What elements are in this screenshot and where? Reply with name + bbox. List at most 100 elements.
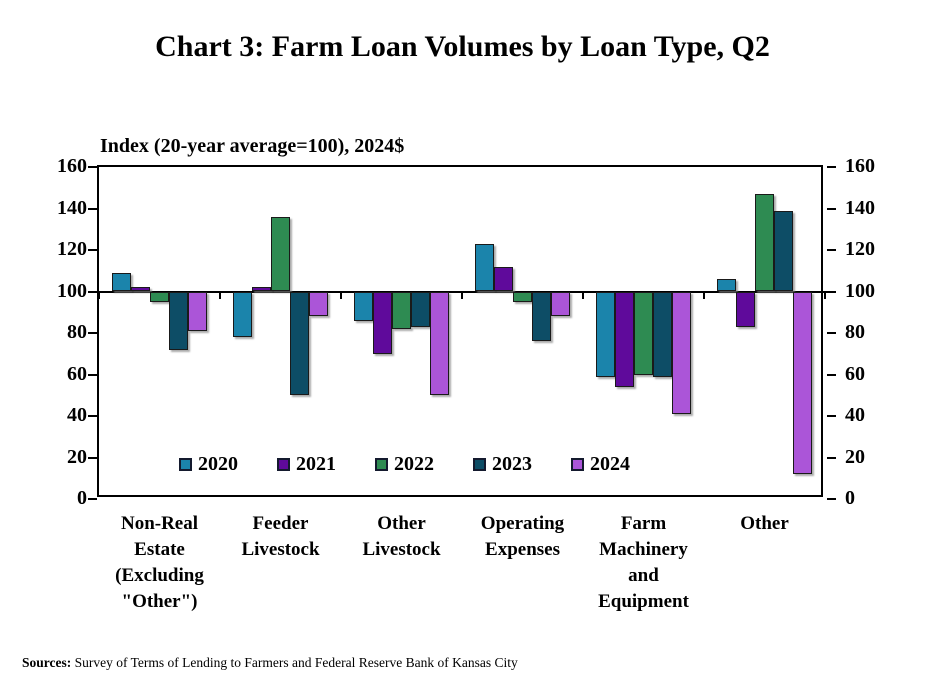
legend-label: 2022 [394, 453, 434, 475]
bar-2021-cat4 [614, 291, 634, 387]
bar-2023-cat2 [411, 291, 431, 327]
x-axis-category-label: Other [692, 511, 837, 537]
legend-label: 2021 [296, 453, 336, 475]
legend-swatch-2023 [473, 458, 486, 471]
legend-swatch-2022 [375, 458, 388, 471]
y-axis-tick-left [88, 249, 97, 251]
bar-2021-cat5 [735, 291, 755, 327]
y-axis-tick-right [827, 166, 836, 168]
y-axis-tick-label: 100 [845, 279, 875, 302]
bar-2024-cat4 [672, 291, 692, 414]
x-axis-category-label-line: Farm [620, 513, 667, 534]
y-axis-tick-right [827, 456, 836, 459]
y-axis-tick-label: 40 [845, 404, 865, 427]
category-axis-tick [219, 291, 221, 299]
bar-2020-cat0 [111, 272, 131, 292]
y-axis-tick-left [88, 415, 97, 417]
y-axis-tick-right [827, 373, 836, 376]
chart-title: Chart 3: Farm Loan Volumes by Loan Type,… [155, 30, 770, 63]
y-axis-tick-label: 160 [57, 155, 87, 178]
y-axis-tick-label: 80 [845, 321, 865, 344]
y-axis-tick-right [827, 498, 836, 500]
y-axis-tick-label: 100 [57, 279, 87, 302]
legend-label: 2020 [198, 453, 238, 475]
legend-label: 2024 [590, 453, 630, 475]
bar-2024-cat5 [793, 291, 813, 475]
y-axis-tick-label: 40 [67, 404, 87, 427]
y-axis-tick-label: 20 [845, 445, 865, 468]
sources-label: Sources: [22, 655, 72, 670]
bar-2024-cat2 [430, 291, 450, 396]
legend-item-2024: 2024 [571, 453, 630, 476]
bar-2021-cat2 [372, 291, 392, 354]
x-axis-category-label-line: Operating [480, 513, 565, 534]
y-axis-tick-label: 120 [57, 238, 87, 261]
y-axis-tick-left [88, 373, 97, 376]
x-axis-category-label-line: (Excluding [115, 565, 204, 586]
bar-2023-cat4 [653, 291, 673, 377]
bar-2023-cat5 [774, 210, 794, 292]
legend-item-2022: 2022 [375, 453, 434, 476]
y-axis-tick-label: 60 [845, 362, 865, 385]
bar-2024-cat0 [188, 291, 208, 331]
category-axis-tick [703, 291, 705, 299]
y-axis-tick-left [88, 207, 97, 210]
bar-2021-cat1 [251, 287, 271, 292]
bar-2022-cat5 [754, 193, 775, 292]
x-axis-category-label-line: and [628, 565, 659, 586]
legend-item-2023: 2023 [473, 453, 532, 476]
bar-2022-cat4 [633, 291, 654, 375]
y-axis-tick-label: 140 [845, 196, 875, 219]
y-axis-tick-label: 0 [845, 487, 855, 510]
x-axis-category-label-line: Other [740, 513, 789, 534]
y-axis-tick-left [88, 456, 97, 459]
bar-2020-cat1 [232, 291, 252, 338]
x-axis-category-label-line: Expenses [485, 539, 560, 560]
x-axis-category-label: Non-Real Estate (Excluding "Other") [87, 511, 232, 615]
y-axis-tick-label: 0 [77, 487, 87, 510]
y-axis-tick-right [827, 332, 836, 334]
category-axis-tick [824, 291, 826, 299]
bar-2022-cat2 [391, 291, 412, 329]
bar-2023-cat0 [169, 291, 189, 350]
y-axis-tick-right [827, 207, 836, 210]
legend-label: 2023 [492, 453, 532, 475]
bar-2020-cat3 [474, 243, 494, 292]
legend-swatch-2024 [571, 458, 584, 471]
legend: 2020 2021 2022 2023 2024 [179, 453, 630, 476]
y-axis-tick-left [88, 332, 97, 334]
x-axis-category-label-line: Estate [134, 539, 185, 560]
sources-text: Survey of Terms of Lending to Farmers an… [71, 655, 518, 670]
x-axis-category-label: Operating Expenses [450, 511, 595, 563]
legend-item-2020: 2020 [179, 453, 238, 476]
y-axis-tick-label: 60 [67, 362, 87, 385]
x-axis-category-label: Other Livestock [329, 511, 474, 563]
bar-2024-cat3 [551, 291, 571, 317]
x-axis-category-label-line: Equipment [598, 591, 689, 612]
x-axis-category-label: Feeder Livestock [208, 511, 353, 563]
x-axis-category-label-line: Machinery [599, 539, 688, 560]
bar-2023-cat1 [290, 291, 310, 396]
y-axis-title: Index (20-year average=100), 2024$ [100, 135, 405, 157]
bar-2024-cat1 [309, 291, 329, 317]
plot-area: 2020 2021 2022 2023 2024 0 0 20 20 40 40 60 60 80 80 1… [57, 155, 875, 612]
category-axis-tick [582, 291, 584, 299]
y-axis-tick-left [88, 290, 97, 293]
bar-2022-cat3 [512, 291, 533, 302]
x-axis-category-label-line: Non-Real [120, 513, 199, 534]
bar-2020-cat5 [716, 279, 736, 292]
bar-2022-cat0 [149, 291, 170, 302]
y-axis-tick-right [827, 249, 836, 251]
y-axis-tick-label: 120 [845, 238, 875, 261]
category-axis-tick [98, 291, 100, 299]
bar-2023-cat3 [532, 291, 552, 342]
y-axis-tick-right [827, 415, 836, 417]
legend-swatch-2021 [277, 458, 290, 471]
x-axis-category-label-line: Livestock [362, 539, 441, 560]
y-axis-tick-label: 160 [845, 155, 875, 178]
y-axis-tick-label: 20 [67, 445, 87, 468]
x-axis-category-label: Farm Machinery and Equipment [571, 511, 716, 615]
y-axis-tick-left [88, 166, 97, 168]
category-axis-tick [461, 291, 463, 299]
